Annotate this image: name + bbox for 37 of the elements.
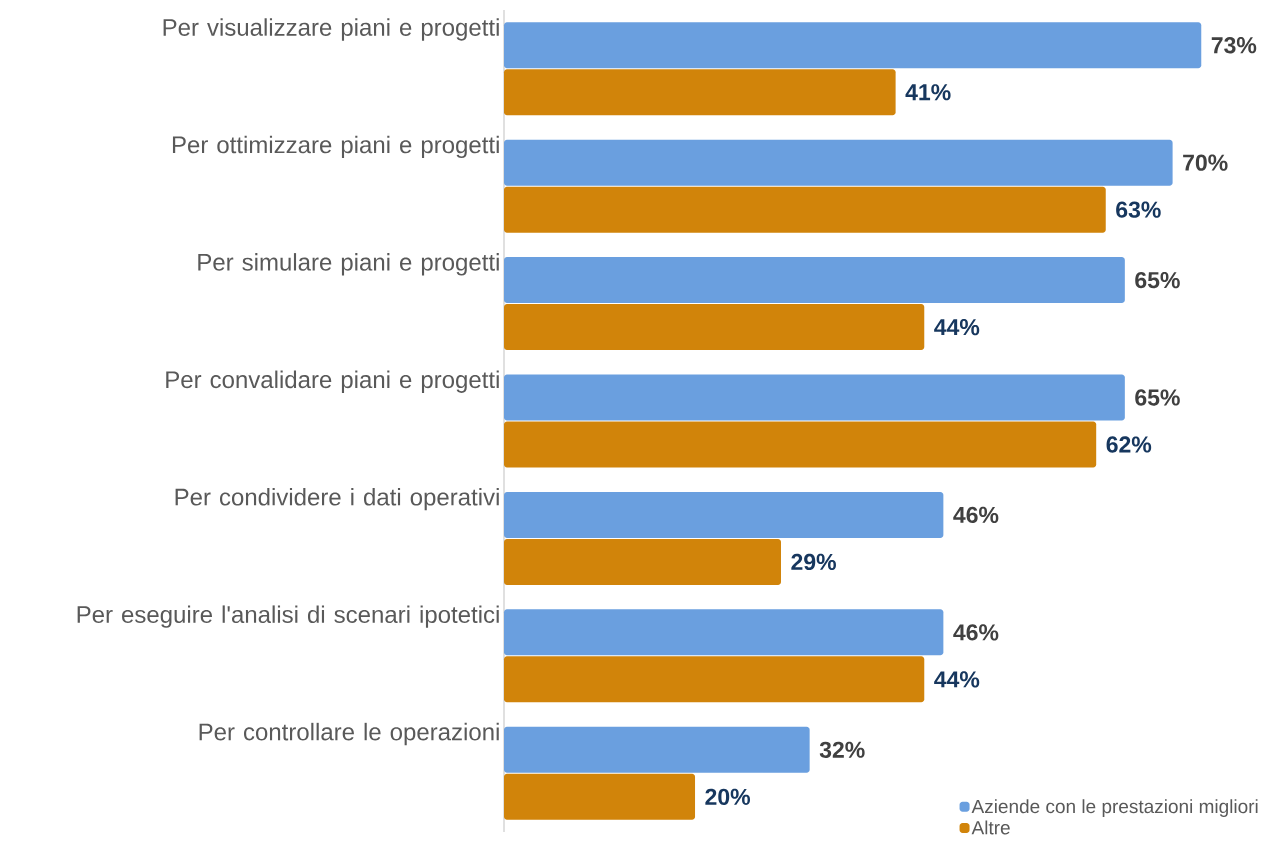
bar [504, 421, 1097, 468]
data-label: 44% [934, 318, 980, 336]
bar [504, 69, 896, 116]
bar [504, 773, 696, 820]
bar [504, 139, 1173, 186]
data-label: 41% [905, 84, 951, 101]
data-label: 32% [819, 741, 865, 758]
bar [504, 304, 925, 351]
bar [504, 538, 781, 585]
bar [504, 186, 1106, 233]
bar [504, 726, 810, 773]
y-tick-label: Per visualizzare piani e progetti [163, 18, 499, 41]
bar [504, 491, 944, 538]
legend-label: Aziende con le prestazioni migliori [971, 799, 1258, 817]
data-label: 63% [1116, 201, 1161, 218]
data-label: 46% [953, 506, 999, 524]
bar [504, 656, 925, 703]
y-tick-label: Per ottimizzare piani e progetti [172, 135, 499, 159]
data-label: 65% [1135, 271, 1180, 289]
data-label: 73% [1211, 37, 1257, 54]
data-label: 46% [953, 624, 999, 641]
data-label: 44% [934, 671, 980, 688]
y-tick-label: Per condividere i dati operativi [175, 487, 499, 511]
bar [504, 257, 1125, 304]
y-tick-label: Per convalidare piani e progetti [166, 370, 499, 393]
data-label: 29% [791, 553, 836, 571]
bar [504, 374, 1125, 421]
data-label: 20% [705, 788, 750, 805]
bar [504, 22, 1202, 69]
bar [504, 609, 944, 656]
y-tick-label: Per simulare piani e progetti [198, 253, 499, 276]
data-label: 65% [1135, 389, 1180, 406]
y-tick-label: Per eseguire l'analisi di scenari ipotetici [77, 605, 499, 628]
legend-label: Altre [971, 820, 1010, 835]
y-tick-label: Per controllare le operazioni [199, 722, 499, 746]
data-label: 62% [1106, 436, 1152, 453]
data-label: 70% [1183, 154, 1228, 171]
